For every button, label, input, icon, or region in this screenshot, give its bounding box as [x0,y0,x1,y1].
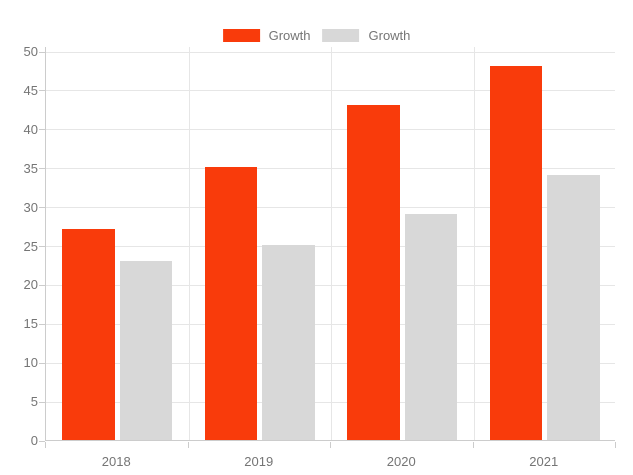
x-axis-tick [330,441,331,448]
y-axis-tick [39,129,45,131]
y-axis-tick [39,440,45,442]
y-axis-tick-label: 35 [23,160,38,176]
y-axis-tick-label: 10 [23,355,38,371]
y-axis-tick [39,323,45,325]
gridline-horizontal [46,284,615,286]
legend-item-gray[interactable]: Growth [322,28,411,43]
y-axis-tick [39,401,45,403]
bar-red-2018 [62,229,115,440]
bar-gray-2019 [262,245,315,440]
legend-label: Growth [268,28,311,43]
bar-gray-2020 [404,213,458,440]
x-axis-category-label: 2018 [101,453,131,469]
y-axis-tick-label: 45 [23,82,38,98]
y-axis-tick-label: 5 [30,394,38,410]
y-axis-tick-label: 40 [23,121,38,137]
plot-area [45,47,615,441]
legend-swatch-icon [322,29,360,42]
gridline-horizontal [46,207,615,209]
bar-red-2020 [347,104,400,440]
x-axis-tick [472,441,474,448]
y-axis-tick [39,362,45,364]
y-axis-tick [39,284,45,286]
gridline-horizontal [46,129,615,131]
gridline-horizontal [46,90,615,92]
y-axis-tick [39,168,45,170]
y-axis-tick-label: 50 [23,44,38,59]
gridline-vertical [331,47,332,440]
x-axis-tick [187,441,189,448]
gridline-horizontal [46,401,615,403]
x-axis-category-label: 2019 [244,453,274,469]
chart-legend: Growth Growth [222,28,411,43]
gridline-horizontal [46,362,615,364]
x-axis-tick [45,441,46,448]
y-axis-tick [39,207,45,209]
y-axis-tick-label: 15 [23,316,38,332]
gridline-vertical [473,47,475,440]
bar-red-2019 [204,167,258,440]
legend-label: Growth [368,28,411,43]
gridline-horizontal [46,51,615,53]
x-axis-category-label: 2020 [386,453,416,469]
y-axis-tick [39,246,45,247]
legend-item-red[interactable]: Growth [222,28,311,43]
y-axis-tick-label: 25 [23,238,38,254]
x-axis-tick [615,441,616,448]
y-axis-tick [39,90,45,92]
bar-red-2021 [489,66,543,440]
y-axis-tick-label: 0 [30,433,38,448]
legend-swatch-icon [222,29,260,42]
gridline-horizontal [46,246,615,247]
bar-gray-2018 [119,260,173,440]
bar-gray-2021 [547,174,600,440]
y-axis-tick [39,51,45,53]
x-axis-category-label: 2021 [529,453,559,469]
gridline-vertical [188,47,190,440]
y-axis-tick-label: 20 [23,277,38,293]
y-axis-tick-label: 30 [23,199,38,215]
gridline-horizontal [46,323,615,325]
gridline-horizontal [46,168,615,170]
